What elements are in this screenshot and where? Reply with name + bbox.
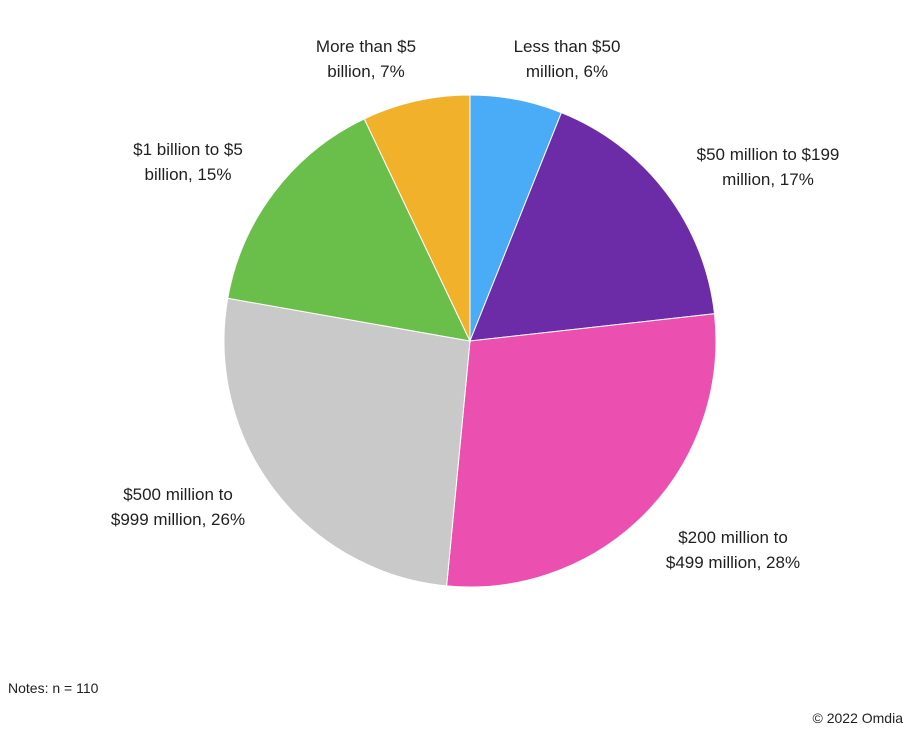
slice-label-less-than-50-million: Less than $50 million, 6% xyxy=(514,37,621,81)
slice-label-line: million, 6% xyxy=(526,62,608,81)
slice-label-50-million-to-199-million: $50 million to $199 million, 17% xyxy=(697,145,840,189)
slice-label-line: $1 billion to $5 xyxy=(133,140,243,159)
slice-label-200-million-to-499-million: $200 million to $499 million, 28% xyxy=(666,528,800,572)
chart-note: Notes: n = 110 xyxy=(8,680,99,696)
slice-label-line: $200 million to xyxy=(678,528,788,547)
copyright-text: © 2022 Omdia xyxy=(812,710,903,726)
slice-label-line: $500 million to xyxy=(123,485,233,504)
slice-label-line: million, 17% xyxy=(722,170,814,189)
slice-label-line: billion, 7% xyxy=(327,62,405,81)
pie-slice-more-than-5-billion xyxy=(363,94,471,342)
slice-label-line: Less than $50 xyxy=(514,37,621,56)
pie-slice-200-million-to-499-million xyxy=(446,313,717,588)
pie-slice-50-million-to-199-million xyxy=(469,111,716,342)
slice-label-more-than-5-billion: More than $5 billion, 7% xyxy=(316,37,416,81)
pie-slice-1-billion-to-5-billion xyxy=(227,118,471,342)
slice-label-line: More than $5 xyxy=(316,37,416,56)
slice-label-line: $499 million, 28% xyxy=(666,553,800,572)
slice-label-line: $50 million to $199 xyxy=(697,145,840,164)
slice-label-1-billion-to-5-billion: $1 billion to $5 billion, 15% xyxy=(133,140,243,184)
pie-slice-500-million-to-999-million xyxy=(223,297,471,587)
slice-label-line: billion, 15% xyxy=(145,165,232,184)
slice-label-line: $999 million, 26% xyxy=(111,510,245,529)
slice-label-500-million-to-999-million: $500 million to $999 million, 26% xyxy=(111,485,245,529)
